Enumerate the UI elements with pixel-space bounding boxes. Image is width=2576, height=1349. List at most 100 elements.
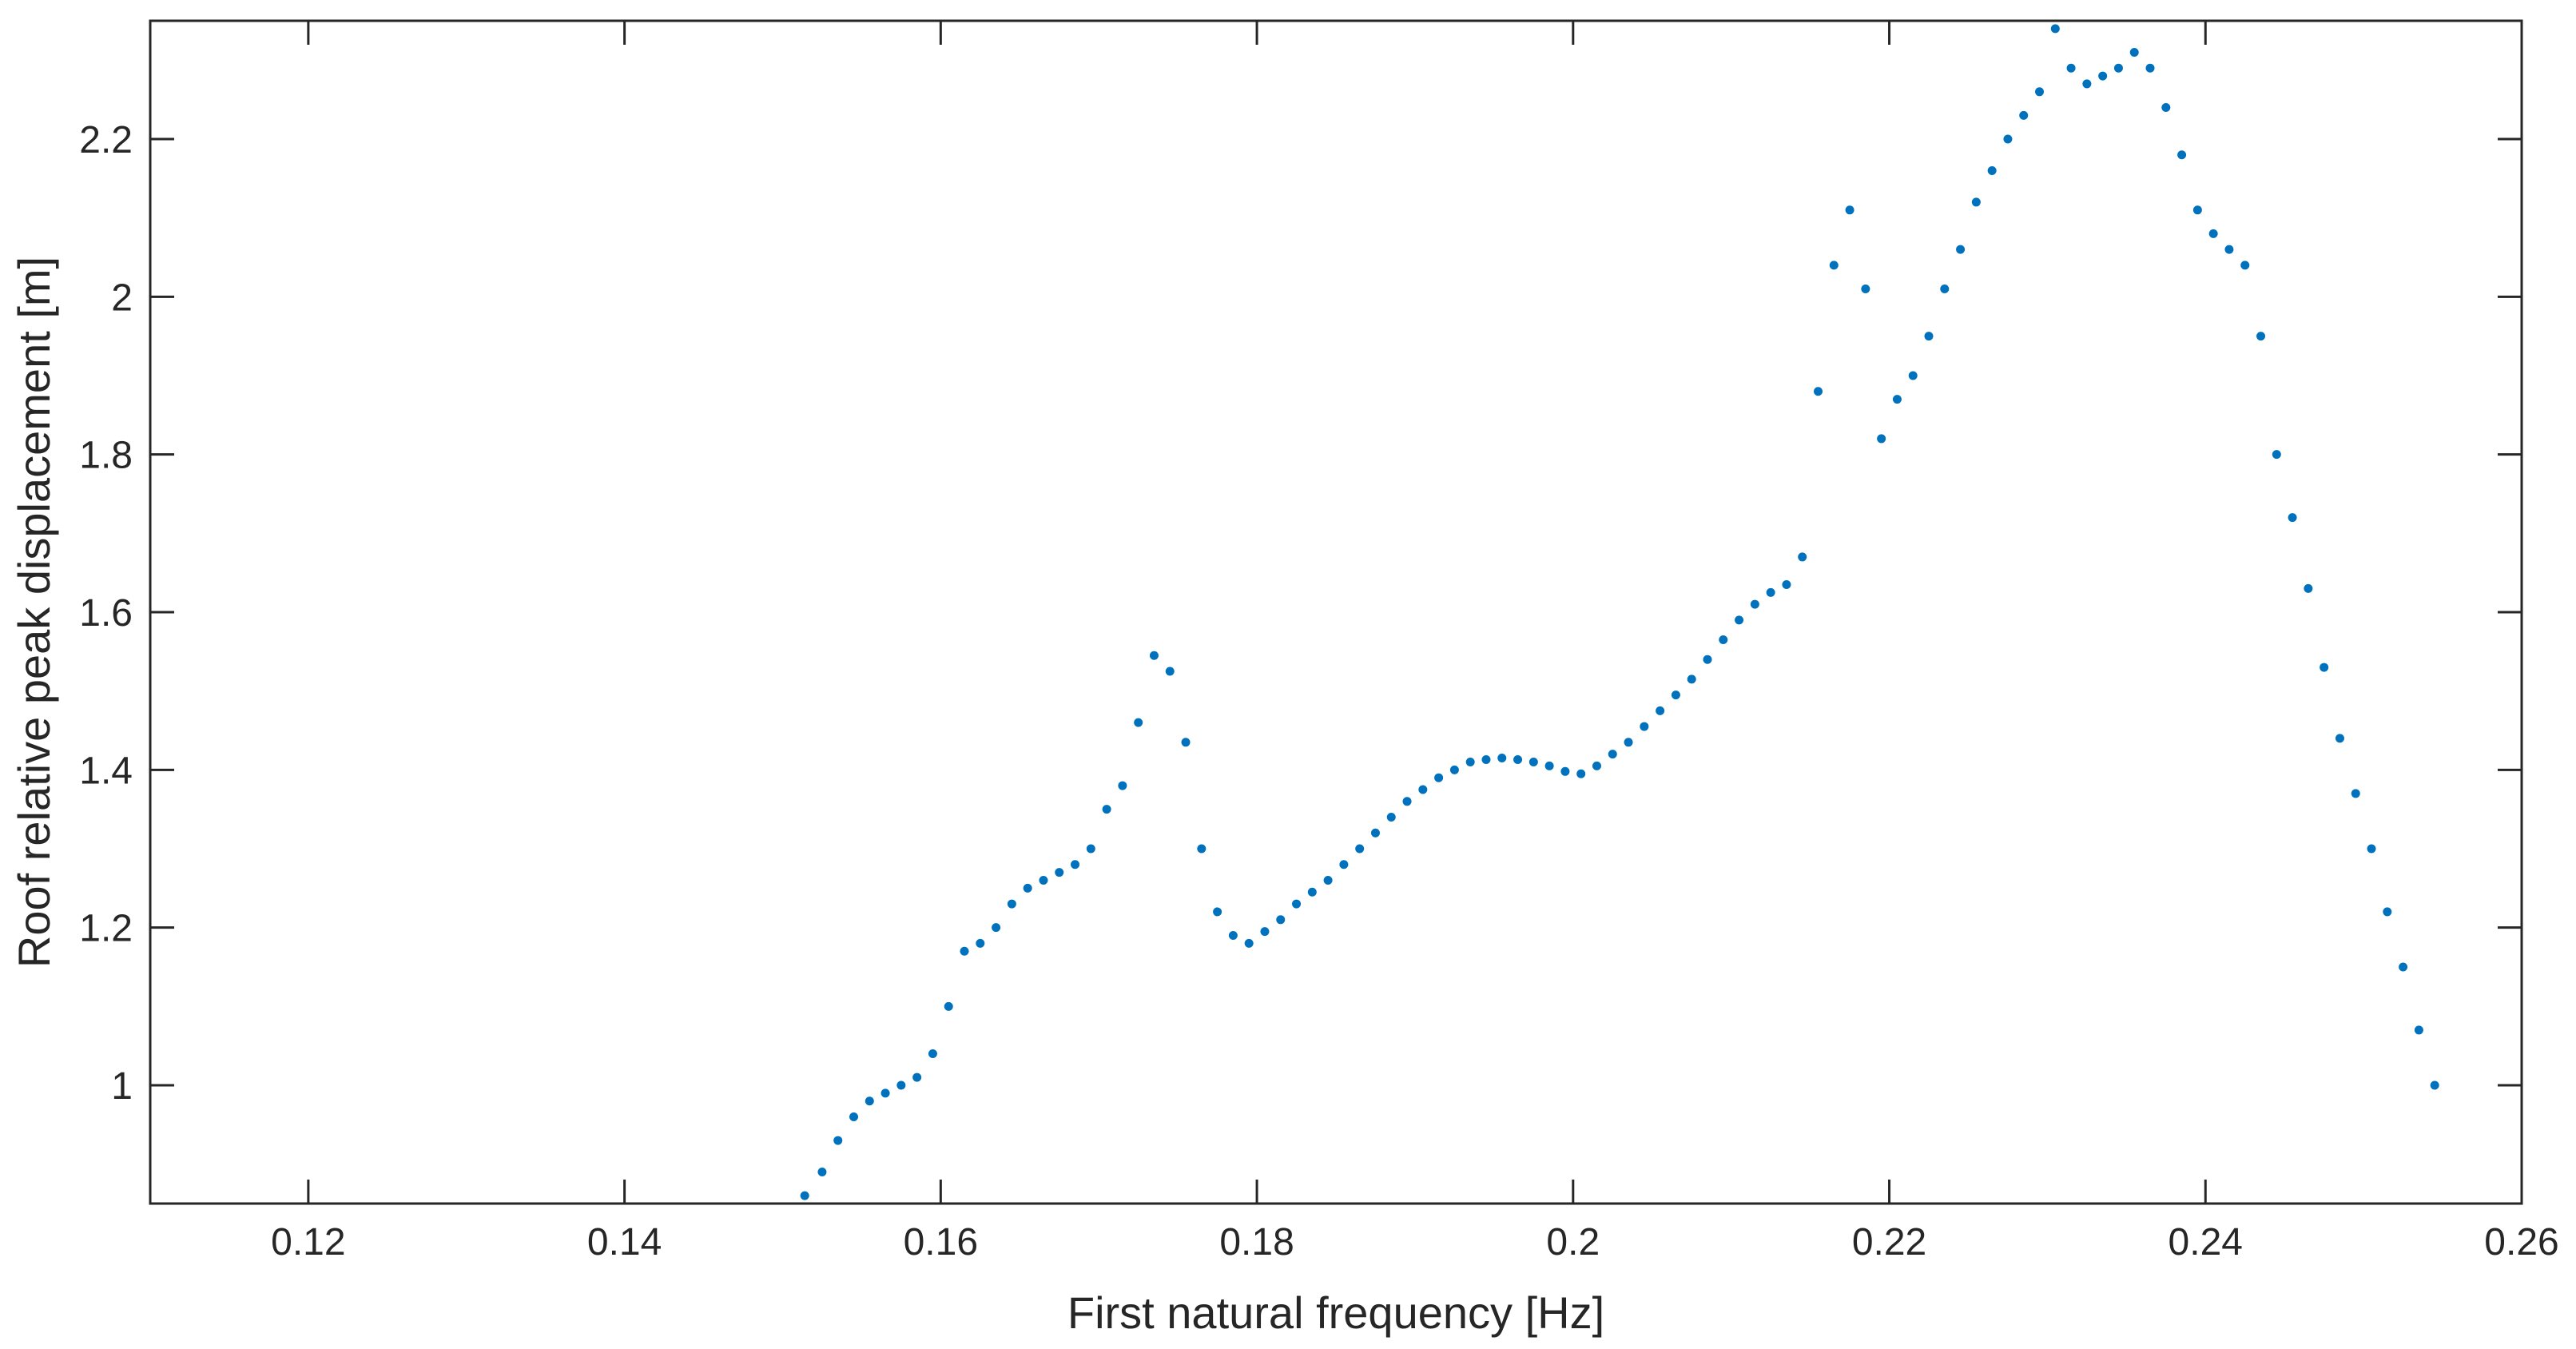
data-point (2082, 79, 2092, 89)
data-point (976, 938, 985, 948)
data-point (2351, 789, 2360, 798)
data-point (1228, 931, 1238, 941)
x-axis-label: First natural frequency [Hz] (1067, 1287, 1604, 1338)
plot-frame (149, 19, 2523, 1205)
y-axis-ticks: 1 1.2 1.4 1.6 1.8 2 2.2 (79, 119, 2522, 1108)
data-point (1750, 599, 1759, 609)
data-point (881, 1088, 890, 1098)
data-point (1386, 813, 1396, 822)
data-point (896, 1080, 906, 1090)
data-point (2430, 1080, 2439, 1090)
data-point (1908, 371, 1918, 380)
plot-background (150, 21, 2522, 1204)
data-point (1323, 875, 1333, 885)
data-point (2145, 63, 2155, 73)
data-point (928, 1049, 937, 1059)
x-tick-label: 0.12 (271, 1221, 345, 1263)
data-point (1703, 655, 1712, 664)
x-tick-label: 0.24 (2169, 1221, 2243, 1263)
data-point (1418, 785, 1428, 794)
data-point (1007, 899, 1016, 909)
y-tick-label: 1.2 (79, 908, 133, 950)
data-point (1861, 284, 1870, 293)
data-point (2304, 583, 2313, 593)
data-points (800, 24, 2439, 1200)
data-point (2192, 205, 2202, 215)
data-point (1782, 579, 1791, 589)
data-point (2414, 1025, 2423, 1035)
data-point (1449, 765, 1459, 774)
data-point (2335, 734, 2344, 743)
data-point (1307, 887, 1317, 897)
data-point (1845, 205, 1854, 215)
data-point (1971, 197, 1981, 207)
data-point (2035, 87, 2045, 97)
data-point (1181, 738, 1191, 747)
x-tick-label: 0.14 (587, 1221, 662, 1263)
data-point (1956, 245, 1966, 254)
data-point (1465, 757, 1475, 766)
data-point (1213, 907, 1222, 917)
x-tick-label: 0.26 (2484, 1221, 2558, 1263)
data-point (1544, 761, 1554, 770)
data-point (1719, 635, 1728, 645)
data-point (817, 1168, 827, 1177)
data-point (1608, 750, 1617, 759)
data-point (1813, 387, 1823, 396)
data-point (1671, 690, 1680, 700)
data-point (1829, 261, 1839, 270)
data-point (1244, 938, 1254, 948)
data-point (1276, 915, 1286, 925)
y-tick-label: 1.6 (79, 592, 133, 635)
data-point (1071, 860, 1080, 869)
data-point (1735, 615, 1744, 625)
data-point (800, 1191, 809, 1200)
data-point (2050, 24, 2060, 34)
data-point (1355, 844, 1365, 854)
data-point (1434, 773, 1444, 782)
data-point (1118, 781, 1127, 790)
data-point (2003, 134, 2013, 144)
data-point (1766, 587, 1775, 597)
data-point (1513, 755, 1523, 765)
data-point (1656, 706, 1665, 715)
x-axis-ticks: 0.12 0.14 0.16 0.18 0.2 0.22 0.24 0.26 (271, 21, 2559, 1263)
data-point (2320, 663, 2329, 672)
data-point (1798, 552, 1807, 562)
data-point (1592, 761, 1601, 770)
data-point (2256, 332, 2266, 341)
data-point (1039, 875, 1048, 885)
data-point (1529, 757, 1538, 766)
x-tick-label: 0.2 (1546, 1221, 1600, 1263)
data-point (1292, 899, 1302, 909)
data-point (1402, 797, 1412, 806)
data-point (1055, 868, 1064, 877)
data-point (1576, 769, 1586, 778)
data-point (2098, 71, 2108, 81)
data-point (1987, 165, 1997, 175)
data-point (2367, 844, 2376, 854)
data-point (1260, 927, 1270, 937)
data-point (1940, 284, 1950, 293)
data-point (1102, 805, 1111, 814)
y-tick-label: 2 (111, 277, 133, 319)
data-point (1560, 766, 1570, 776)
data-point (2224, 245, 2234, 254)
data-point (1149, 651, 1159, 660)
data-point (1339, 860, 1349, 869)
data-point (2399, 962, 2408, 972)
data-point (2208, 229, 2218, 238)
data-point (1370, 828, 1380, 838)
y-tick-label: 2.2 (79, 119, 133, 161)
data-point (1134, 718, 1143, 727)
data-point (2161, 103, 2171, 113)
y-tick-label: 1 (111, 1065, 133, 1108)
data-point (1624, 738, 1633, 747)
data-point (1924, 332, 1934, 341)
data-point (1481, 755, 1491, 765)
data-point (1640, 722, 1649, 731)
y-tick-label: 1.8 (79, 435, 133, 477)
data-point (2383, 907, 2392, 917)
data-point (2019, 110, 2029, 120)
